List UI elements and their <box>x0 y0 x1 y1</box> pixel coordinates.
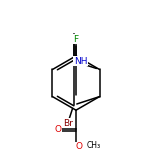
Text: O: O <box>76 142 83 151</box>
Text: CH₃: CH₃ <box>87 141 101 150</box>
Text: Br: Br <box>63 119 73 128</box>
Text: O: O <box>54 125 61 134</box>
Text: F: F <box>73 35 79 44</box>
Text: NH: NH <box>74 57 87 66</box>
